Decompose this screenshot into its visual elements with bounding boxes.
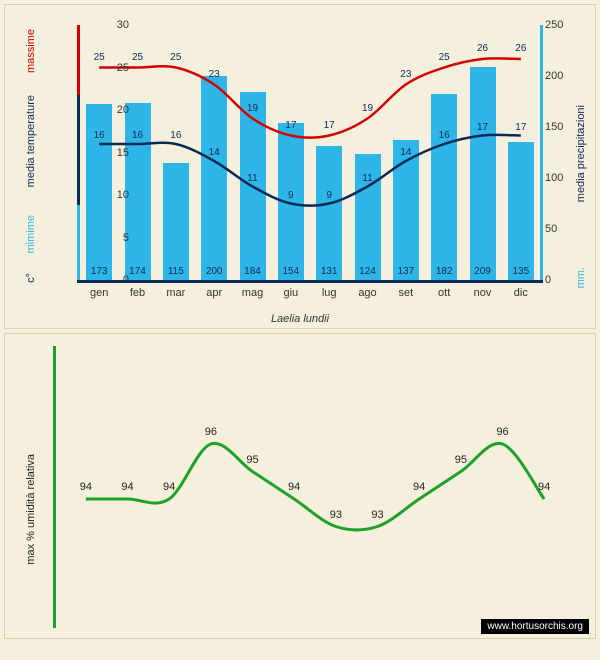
humidity-value: 94 (531, 481, 557, 493)
y-right-tick: 50 (545, 223, 575, 235)
humidity-value: 94 (156, 481, 182, 493)
precip-value: 184 (240, 266, 266, 277)
label-c-unit: c° (25, 273, 37, 283)
tmax-value: 17 (317, 120, 341, 131)
precip-value: 209 (470, 266, 496, 277)
tmax-value: 26 (509, 43, 533, 54)
tmin-value: 11 (356, 173, 380, 184)
month-label: nov (465, 287, 501, 299)
precip-value: 124 (355, 266, 381, 277)
tmin-value: 16 (432, 130, 456, 141)
month-label: dic (503, 287, 539, 299)
tmin-value: 14 (202, 147, 226, 158)
humidity-line (86, 443, 544, 530)
y-left-tick: 25 (99, 62, 129, 74)
tmax-value: 25 (432, 52, 456, 63)
tmax-value: 17 (279, 120, 303, 131)
humidity-value: 95 (448, 454, 474, 466)
month-label: feb (120, 287, 156, 299)
y-right-tick: 200 (545, 70, 575, 82)
month-label: ott (426, 287, 462, 299)
precip-value: 137 (393, 266, 419, 277)
credit-badge: www.hortusorchis.org (481, 619, 589, 634)
tmax-value: 26 (471, 43, 495, 54)
tmin-value: 11 (241, 173, 265, 184)
label-humidity: max % umidità relativa (25, 454, 37, 565)
humidity-value: 96 (198, 426, 224, 438)
month-label: gen (81, 287, 117, 299)
month-label: mag (235, 287, 271, 299)
precip-value: 135 (508, 266, 534, 277)
precip-value: 200 (201, 266, 227, 277)
bot-plot-area: 94 94 94 96 95 94 93 93 94 95 96 94 (65, 354, 565, 604)
climate-chart-panel: 173174115200184154131124137182209135 252… (4, 4, 596, 329)
y-right-tick: 250 (545, 19, 575, 31)
x-axis-line (77, 280, 543, 283)
y-left-tick: 5 (99, 232, 129, 244)
humidity-value: 94 (406, 481, 432, 493)
humidity-value: 94 (73, 481, 99, 493)
tmax-value: 19 (356, 103, 380, 114)
humidity-value: 94 (281, 481, 307, 493)
label-massime: massime (25, 29, 37, 73)
y-axis-right (540, 25, 543, 283)
humidity-value: 93 (365, 509, 391, 521)
tmin-value: 14 (394, 147, 418, 158)
species-caption: Laelia lundii (5, 313, 595, 325)
y-axis-left-temp (77, 95, 80, 205)
tmax-value: 25 (164, 52, 188, 63)
label-minime: mimime (25, 215, 37, 254)
y-left-tick: 30 (99, 19, 129, 31)
humidity-y-axis (53, 346, 56, 628)
tmax-value: 19 (241, 103, 265, 114)
precip-value: 131 (316, 266, 342, 277)
month-label: giu (273, 287, 309, 299)
tmin-value: 16 (126, 130, 150, 141)
y-right-tick: 150 (545, 121, 575, 133)
tmin-value: 16 (87, 130, 111, 141)
precip-value: 115 (163, 266, 189, 277)
month-label: ago (350, 287, 386, 299)
y-axis-left-massime (77, 25, 80, 95)
humidity-value: 95 (240, 454, 266, 466)
precip-value: 154 (278, 266, 304, 277)
tmin-value: 17 (471, 122, 495, 133)
humidity-chart-panel: max % umidità relativa 94949496959493939… (4, 333, 596, 639)
tmin-line (99, 135, 521, 206)
y-axis-left-minime (77, 205, 80, 283)
label-mm-unit: mm. (575, 267, 587, 288)
y-right-tick: 0 (545, 274, 575, 286)
month-label: mar (158, 287, 194, 299)
tmax-value: 23 (202, 69, 226, 80)
y-left-tick: 10 (99, 189, 129, 201)
tmin-value: 9 (279, 190, 303, 201)
month-label: set (388, 287, 424, 299)
label-media-precip: media precipitazioni (575, 105, 587, 202)
month-label: apr (196, 287, 232, 299)
y-left-tick: 20 (99, 104, 129, 116)
humidity-value: 96 (490, 426, 516, 438)
tmin-value: 16 (164, 130, 188, 141)
tmax-line (99, 58, 521, 137)
tmax-value: 23 (394, 69, 418, 80)
tmax-value: 25 (126, 52, 150, 63)
precip-value: 182 (431, 266, 457, 277)
month-label: lug (311, 287, 347, 299)
tmin-value: 9 (317, 190, 341, 201)
tmin-value: 17 (509, 122, 533, 133)
top-plot-area: 173174115200184154131124137182209135 252… (80, 25, 540, 280)
humidity-value: 94 (115, 481, 141, 493)
y-left-tick: 15 (99, 147, 129, 159)
temperature-lines-svg (80, 25, 540, 280)
humidity-value: 93 (323, 509, 349, 521)
y-right-tick: 100 (545, 172, 575, 184)
humidity-line-svg (65, 354, 565, 604)
label-media-temp: media temperature (25, 95, 37, 187)
